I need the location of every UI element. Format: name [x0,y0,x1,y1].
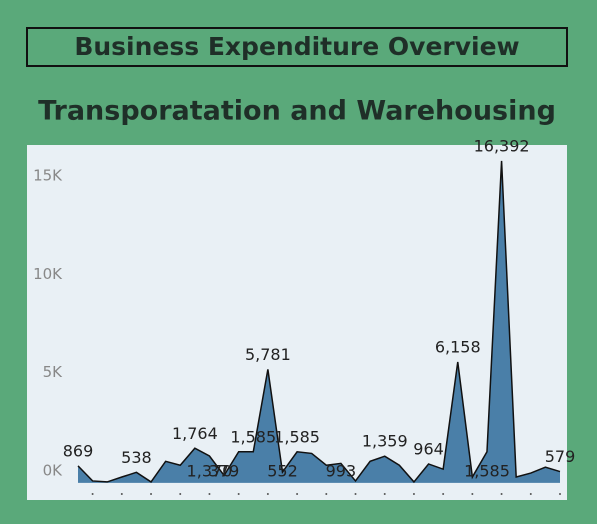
x-tick [150,493,153,495]
data-label: 552 [267,462,298,481]
y-tick-label: 10K [33,265,63,283]
data-label: 379 [209,462,240,481]
data-label: 5,781 [245,345,291,364]
x-tick [237,493,240,495]
x-tick [325,493,328,495]
plot-panel [27,145,567,500]
data-label: 1,764 [172,424,218,443]
x-tick [500,493,503,495]
x-tick [120,493,123,495]
x-tick [383,493,386,495]
x-tick [442,493,445,495]
data-label: 964 [413,439,444,458]
data-label: 869 [63,441,94,460]
y-tick-label: 5K [43,363,64,381]
x-tick [208,493,211,495]
x-tick [179,493,182,495]
data-label: 993 [326,462,357,481]
x-tick [91,493,94,495]
data-label: 579 [545,447,576,466]
y-tick-label: 15K [33,167,63,185]
x-tick [266,493,269,495]
data-label: 538 [121,448,152,467]
x-tick [529,493,532,495]
area [78,160,560,483]
data-label: 1,585 [464,462,510,481]
x-tick [412,493,415,495]
header-title: Business Expenditure Overview [74,32,519,61]
data-label: 1,359 [362,432,408,451]
x-tick [471,493,474,495]
y-tick-label: 0K [43,461,64,479]
line [77,160,561,484]
x-tick [559,493,561,495]
header-box [26,27,568,67]
x-tick [296,493,299,495]
data-label: 1,585 [274,427,320,446]
data-label: 1,370 [187,462,233,481]
data-label: 1,585 [230,427,276,446]
x-tick [354,493,357,495]
data-label: 16,392 [474,136,530,155]
chart-title: Transporatation and Warehousing [38,96,556,127]
data-label: 6,158 [435,337,481,356]
